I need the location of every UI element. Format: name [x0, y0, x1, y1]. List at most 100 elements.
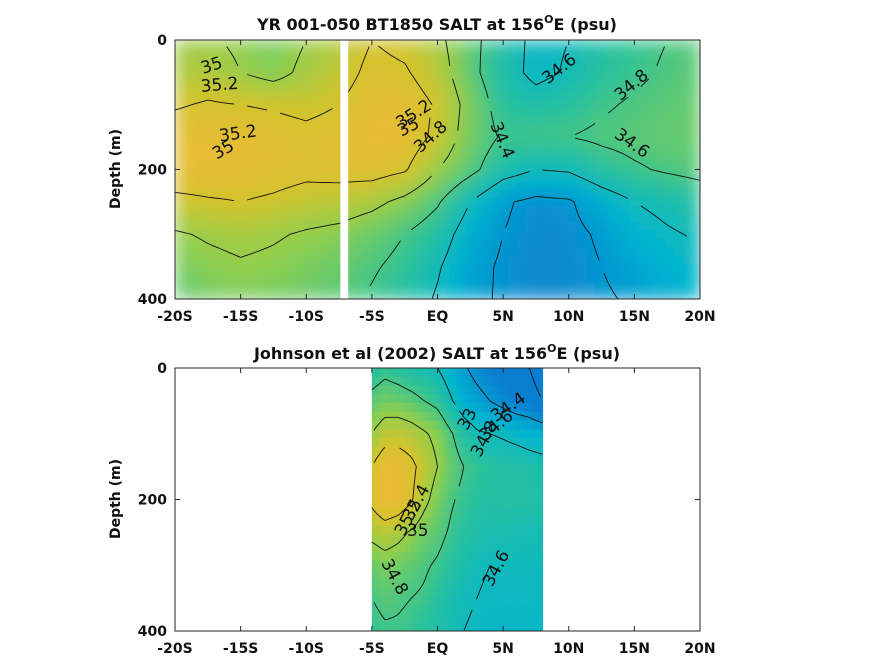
- field-cell: [394, 552, 399, 562]
- field-cell: [437, 560, 441, 571]
- field-cell: [682, 247, 692, 257]
- field-cell: [350, 186, 360, 196]
- field-cell: [367, 57, 377, 67]
- field-cell: [531, 613, 535, 623]
- field-cell: [408, 604, 413, 615]
- field-cell: [367, 273, 377, 283]
- field-cell: [403, 403, 407, 413]
- field-cell: [402, 91, 412, 102]
- field-cell: [175, 134, 185, 145]
- field-cell: [397, 411, 401, 422]
- field-cell: [522, 446, 527, 457]
- salinity-field: [175, 40, 700, 299]
- field-cell: [471, 473, 475, 483]
- field-cell: [539, 403, 544, 413]
- field-cell: [471, 446, 475, 457]
- field-cell: [380, 595, 384, 606]
- field-cell: [386, 376, 390, 387]
- field-cell: [451, 534, 455, 544]
- field-cell: [400, 376, 404, 387]
- field-cell: [414, 543, 418, 553]
- field-cell: [245, 117, 255, 127]
- field-cell: [201, 160, 211, 171]
- field-cell: [560, 143, 570, 153]
- field-cell: [485, 464, 490, 474]
- field-cell: [457, 455, 461, 466]
- field-cell: [448, 429, 453, 439]
- field-cell: [201, 74, 211, 84]
- field-cell: [568, 195, 579, 205]
- field-cell: [508, 578, 512, 588]
- field-cell: [673, 152, 684, 162]
- field-cell: [183, 212, 194, 222]
- field-cell: [425, 552, 430, 562]
- field-cell: [446, 100, 456, 110]
- field-cell: [656, 212, 666, 222]
- field-cell: [253, 229, 264, 240]
- field-cell: [406, 517, 410, 527]
- field-cell: [218, 126, 229, 136]
- field-cell: [446, 91, 456, 102]
- field-cell: [386, 543, 390, 553]
- field-cell: [280, 109, 290, 119]
- field-cell: [477, 543, 481, 553]
- field-cell: [455, 204, 465, 214]
- field-cell: [391, 490, 396, 501]
- field-cell: [665, 204, 675, 214]
- x-tick-label: 15N: [619, 309, 650, 325]
- field-cell: [519, 411, 524, 422]
- field-cell: [471, 622, 475, 631]
- field-cell: [499, 508, 504, 518]
- field-cell: [377, 490, 381, 501]
- field-cell: [505, 543, 509, 553]
- field-cell: [656, 178, 666, 188]
- field-cell: [612, 74, 622, 84]
- field-cell: [522, 385, 527, 395]
- field-cell: [656, 65, 666, 76]
- field-cell: [457, 508, 461, 518]
- field-cell: [420, 499, 424, 509]
- field-cell: [192, 195, 202, 205]
- field-cell: [358, 143, 369, 153]
- field-cell: [397, 622, 401, 631]
- field-cell: [262, 273, 272, 283]
- field-cell: [358, 229, 369, 240]
- field-cell: [210, 143, 220, 153]
- field-cell: [665, 195, 675, 205]
- field-cell: [603, 204, 614, 214]
- field-cell: [183, 91, 194, 102]
- field-cell: [511, 595, 515, 606]
- field-cell: [367, 238, 377, 248]
- field-cell: [454, 420, 458, 430]
- field-cell: [519, 394, 524, 404]
- field-cell: [468, 429, 472, 439]
- field-cell: [332, 255, 342, 266]
- field-cell: [502, 429, 507, 439]
- field-cell: [218, 91, 229, 102]
- field-cell: [434, 613, 438, 623]
- field-cell: [595, 247, 605, 257]
- field-cell: [603, 117, 614, 127]
- field-cell: [411, 420, 416, 430]
- field-cell: [448, 499, 453, 509]
- field-cell: [665, 238, 675, 248]
- field-cell: [383, 429, 387, 439]
- field-cell: [577, 204, 587, 214]
- field-cell: [411, 91, 421, 102]
- field-cell: [288, 247, 299, 257]
- field-cell: [525, 604, 529, 615]
- field-cell: [536, 481, 541, 492]
- field-cell: [533, 212, 544, 222]
- field-cell: [323, 117, 334, 127]
- field-cell: [603, 229, 614, 240]
- field-cell: [442, 569, 447, 579]
- field-cell: [603, 91, 614, 102]
- field-cell: [445, 455, 450, 466]
- field-cell: [525, 587, 529, 597]
- field-cell: [499, 481, 504, 492]
- field-cell: [315, 160, 325, 171]
- field-cell: [621, 117, 631, 127]
- field-cell: [420, 464, 424, 474]
- field-cell: [536, 446, 541, 457]
- field-cell: [434, 604, 438, 615]
